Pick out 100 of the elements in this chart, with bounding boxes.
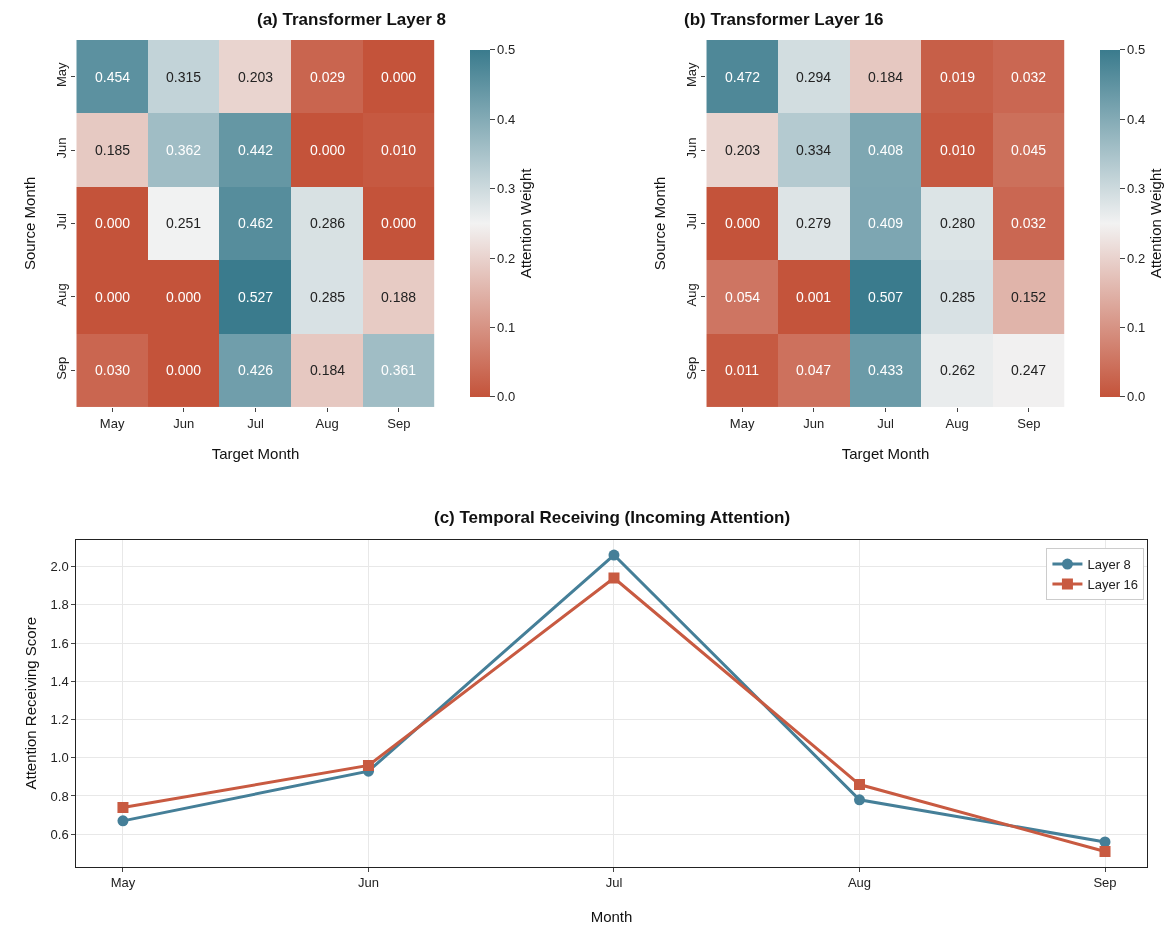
y-tick-label: 1.0 xyxy=(50,750,69,766)
data-label: 0.000 xyxy=(381,69,417,85)
data-label: 0.000 xyxy=(725,215,761,231)
y-tick-label: May xyxy=(54,61,70,87)
color-bar-label: 0.4 xyxy=(497,111,516,127)
x-axis-title: Target Month xyxy=(841,444,930,462)
data-label: 0.019 xyxy=(940,69,976,85)
x-tick-label: Aug xyxy=(847,875,872,891)
data-label: 0.262 xyxy=(940,362,976,378)
color-bar-title: Attention Weight xyxy=(517,167,535,279)
y-tick-label: May xyxy=(684,61,700,87)
x-tick-label: Sep xyxy=(387,415,411,431)
x-tick-label: Sep xyxy=(1017,415,1041,431)
x-tick-label: Jul xyxy=(877,415,894,431)
data-label: 0.001 xyxy=(796,289,832,305)
data-label: 0.185 xyxy=(95,142,131,158)
data-label: 0.032 xyxy=(1011,69,1047,85)
point xyxy=(854,794,865,806)
data-label: 0.251 xyxy=(166,215,202,231)
data-label: 0.000 xyxy=(95,215,131,231)
data-label: 0.362 xyxy=(166,142,202,158)
data-label: 0.426 xyxy=(238,362,274,378)
color-bar-label: 0.2 xyxy=(497,250,516,266)
x-tick-label: Aug xyxy=(945,415,969,431)
point xyxy=(1099,845,1111,857)
data-label: 0.294 xyxy=(796,69,832,85)
y-tick-label: Jun xyxy=(684,137,700,159)
legend-label: Layer 8 xyxy=(1087,557,1131,573)
data-label: 0.184 xyxy=(868,69,904,85)
y-axis-title: Source Month xyxy=(651,176,669,271)
y-tick-label: 1.2 xyxy=(50,712,69,728)
data-label: 0.454 xyxy=(95,69,131,85)
x-tick-label: Jul xyxy=(605,875,623,891)
data-label: 0.285 xyxy=(310,289,346,305)
point xyxy=(117,801,129,813)
y-tick-label: Jun xyxy=(54,137,70,159)
color-bar-title: Attention Weight xyxy=(1147,167,1165,279)
data-label: 0.047 xyxy=(796,362,832,378)
y-tick-label: 1.8 xyxy=(50,597,69,613)
data-label: 0.361 xyxy=(381,362,417,378)
data-label: 0.000 xyxy=(166,362,202,378)
x-tick-label: May xyxy=(729,415,755,431)
point xyxy=(608,572,620,584)
x-tick-label: Jul xyxy=(247,415,264,431)
y-tick-label: Sep xyxy=(54,356,70,380)
x-axis-title: Target Month xyxy=(211,444,300,462)
x-tick-label: Jun xyxy=(803,415,825,431)
x-axis-title: Month xyxy=(590,908,633,926)
data-label: 0.247 xyxy=(1011,362,1047,378)
data-label: 0.188 xyxy=(381,289,417,305)
y-tick-label: Sep xyxy=(684,356,700,380)
data-label: 0.527 xyxy=(238,289,274,305)
data-label: 0.010 xyxy=(381,142,417,158)
legend-label: Layer 16 xyxy=(1087,577,1139,593)
color-bar-label: 0.0 xyxy=(1127,389,1146,405)
color-bar-label: 0.0 xyxy=(497,389,516,405)
x-tick-label: Jun xyxy=(173,415,195,431)
data-label: 0.000 xyxy=(310,142,346,158)
data-label: 0.462 xyxy=(238,215,274,231)
x-tick-label: May xyxy=(99,415,125,431)
data-label: 0.054 xyxy=(725,289,761,305)
data-label: 0.032 xyxy=(1011,215,1047,231)
data-label: 0.280 xyxy=(940,215,976,231)
point xyxy=(117,815,129,827)
y-tick-label: Aug xyxy=(54,283,70,307)
data-label: 0.152 xyxy=(1011,289,1047,305)
y-tick-label: 0.6 xyxy=(50,826,69,842)
y-tick-label: 0.8 xyxy=(50,788,69,804)
data-label: 0.315 xyxy=(166,69,202,85)
data-label: 0.010 xyxy=(940,142,976,158)
data-label: 0.286 xyxy=(310,215,346,231)
point xyxy=(854,779,865,791)
y-tick-label: Jul xyxy=(684,213,700,230)
data-label: 0.030 xyxy=(95,362,131,378)
data-label: 0.334 xyxy=(796,142,832,158)
chart-title: (a) Transformer Layer 8 xyxy=(257,10,446,29)
y-tick-label: 1.4 xyxy=(50,673,69,689)
data-label: 0.029 xyxy=(310,69,346,85)
data-label: 0.045 xyxy=(1011,142,1047,158)
color-bar-label: 0.1 xyxy=(497,320,516,336)
data-label: 0.285 xyxy=(940,289,976,305)
data-label: 0.507 xyxy=(868,289,904,305)
color-bar-label: 0.3 xyxy=(497,181,516,197)
data-label: 0.279 xyxy=(796,215,832,231)
chart-title: (b) Transformer Layer 16 xyxy=(684,10,884,29)
color-bar-label: 0.4 xyxy=(1127,111,1146,127)
data-label: 0.408 xyxy=(868,142,904,158)
data-label: 0.011 xyxy=(725,362,760,378)
data-label: 0.000 xyxy=(166,289,202,305)
data-label: 0.433 xyxy=(868,362,904,378)
x-tick-label: Aug xyxy=(315,415,339,431)
y-axis-title: Source Month xyxy=(21,176,39,271)
y-tick-label: Jul xyxy=(54,213,70,230)
point xyxy=(362,759,374,771)
y-axis-title: Attention Receiving Score xyxy=(21,616,39,790)
color-bar-label: 0.1 xyxy=(1127,320,1146,336)
data-label: 0.203 xyxy=(238,69,274,85)
y-tick-label: Aug xyxy=(684,283,700,307)
data-label: 0.203 xyxy=(725,142,761,158)
color-bar-label: 0.5 xyxy=(1127,42,1146,58)
